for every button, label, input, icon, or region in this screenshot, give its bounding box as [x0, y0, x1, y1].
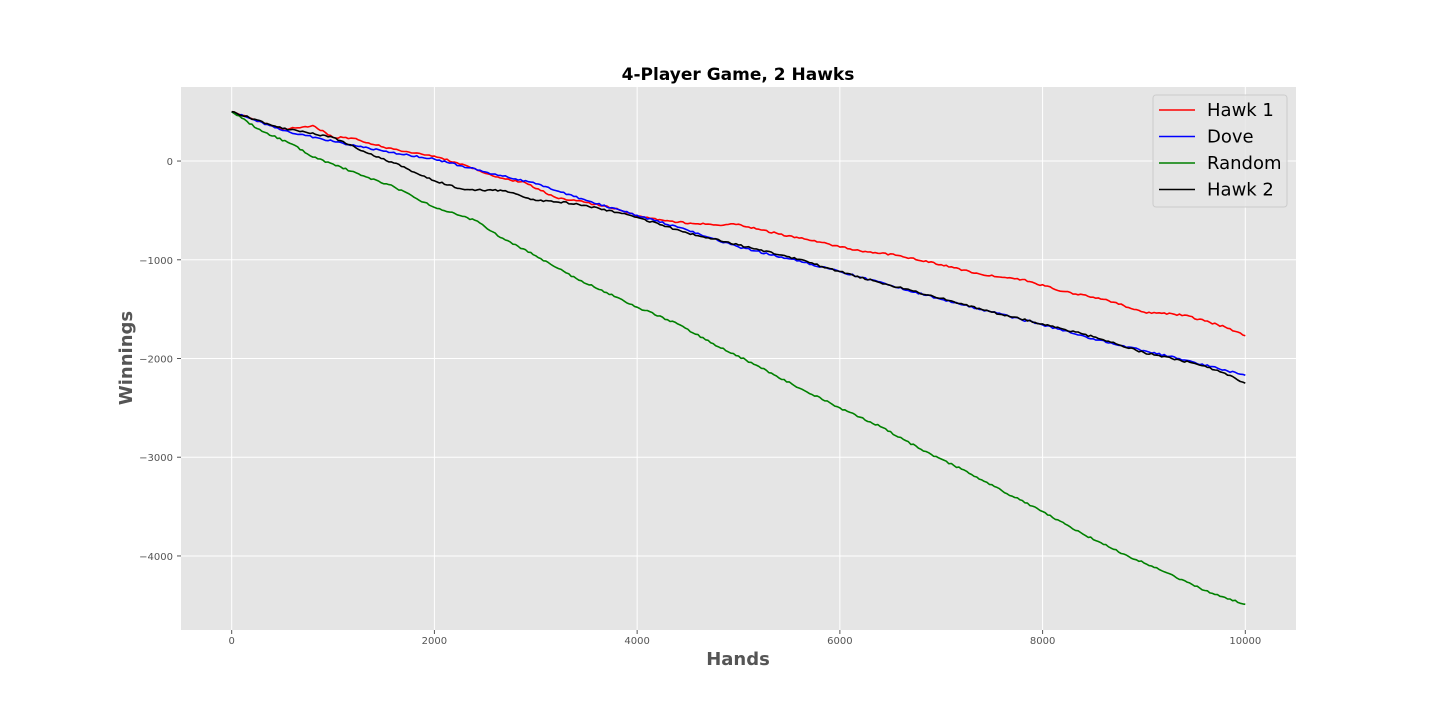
x-tick-label: 10000: [1229, 636, 1261, 647]
series-line-hawk-1: [231, 110, 1246, 337]
y-tick-label: 0: [167, 157, 173, 168]
x-tick-label: 6000: [827, 636, 852, 647]
x-tick-label: 4000: [624, 636, 649, 647]
x-tick-label: 8000: [1030, 636, 1055, 647]
legend: Hawk 1 Dove Random Hawk 2: [1152, 94, 1288, 208]
y-tick-label: −4000: [139, 552, 173, 563]
x-tick-label: 0: [228, 636, 234, 647]
y-tick-label: −3000: [139, 453, 173, 464]
legend-box: [1152, 94, 1288, 208]
tick-layer: 0 2000 4000 6000 8000 10000 −4000 −3000 −2000 −10…: [139, 157, 1261, 647]
legend-label: Dove: [1207, 127, 1254, 148]
y-tick-label: −1000: [139, 256, 173, 267]
x-tick-label: 2000: [422, 636, 447, 647]
grid: [181, 87, 1296, 630]
series-line-hawk-2: [231, 110, 1246, 384]
legend-label: Hawk 2: [1207, 180, 1274, 201]
y-axis-label: Winnings: [116, 311, 137, 405]
x-axis-label: Hands: [706, 649, 770, 670]
y-tick-label: −2000: [139, 355, 173, 366]
series-line-random: [231, 111, 1246, 606]
series-line-dove: [231, 111, 1246, 377]
legend-label: Hawk 1: [1207, 100, 1274, 121]
series-layer: [231, 110, 1246, 606]
chart-title: 4-Player Game, 2 Hawks: [622, 65, 855, 85]
legend-label: Random: [1207, 153, 1282, 174]
